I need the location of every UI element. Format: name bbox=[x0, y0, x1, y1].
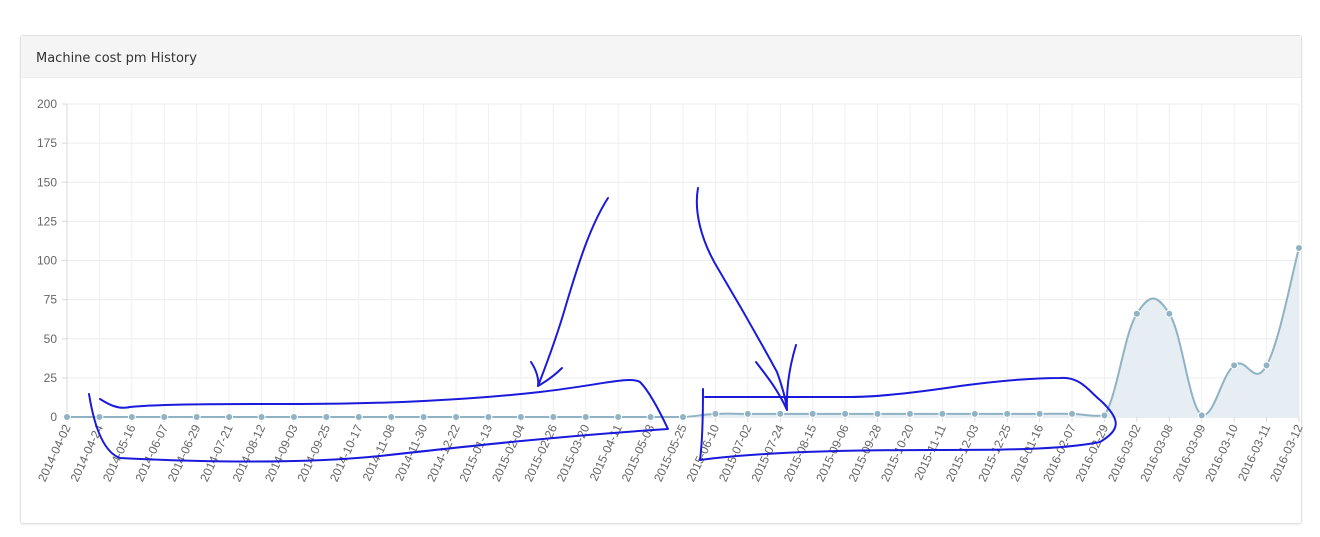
data-point[interactable] bbox=[1262, 361, 1271, 370]
data-point[interactable] bbox=[1165, 309, 1174, 318]
panel-title: Machine cost pm History bbox=[36, 51, 197, 66]
data-point[interactable] bbox=[1230, 361, 1239, 370]
data-point[interactable] bbox=[419, 413, 428, 421]
annotation-bracket-right bbox=[699, 376, 1117, 461]
data-point[interactable] bbox=[938, 409, 947, 418]
data-point[interactable] bbox=[63, 413, 71, 421]
data-point[interactable] bbox=[322, 413, 331, 421]
data-point[interactable] bbox=[1068, 409, 1077, 418]
chart-panel: Machine cost pm History bbox=[20, 35, 1302, 524]
data-point[interactable] bbox=[841, 409, 850, 418]
data-point[interactable] bbox=[1197, 411, 1206, 420]
data-point[interactable] bbox=[354, 413, 363, 421]
data-point[interactable] bbox=[257, 413, 266, 421]
chart-grid bbox=[62, 103, 1300, 422]
data-point[interactable] bbox=[127, 413, 136, 421]
y-tick-label: 0 bbox=[50, 410, 57, 424]
data-point[interactable] bbox=[95, 413, 104, 421]
annotation-arrow-right bbox=[695, 187, 797, 411]
data-point[interactable] bbox=[776, 409, 785, 418]
panel-header: Machine cost pm History bbox=[21, 36, 1301, 78]
data-point[interactable] bbox=[581, 413, 590, 421]
x-tick-label: 2016-03-12 bbox=[1267, 422, 1306, 484]
data-point[interactable] bbox=[387, 413, 396, 421]
data-point[interactable] bbox=[452, 413, 461, 421]
y-axis: 0 25 50 75 100 125 150 175 200 bbox=[37, 97, 57, 424]
annotation-bracket-left bbox=[88, 379, 669, 463]
y-tick-label: 75 bbox=[44, 293, 58, 307]
data-point[interactable] bbox=[743, 409, 752, 418]
data-point[interactable] bbox=[1132, 309, 1141, 318]
data-point[interactable] bbox=[192, 413, 201, 421]
y-tick-label: 175 bbox=[37, 136, 57, 150]
data-point[interactable] bbox=[905, 409, 914, 418]
data-point[interactable] bbox=[711, 409, 720, 418]
data-point[interactable] bbox=[289, 413, 298, 421]
data-point[interactable] bbox=[1035, 409, 1044, 418]
data-point[interactable] bbox=[1295, 243, 1303, 252]
y-tick-label: 50 bbox=[44, 332, 58, 346]
data-point[interactable] bbox=[646, 413, 655, 421]
data-point[interactable] bbox=[1003, 409, 1012, 418]
series-points bbox=[63, 243, 1303, 421]
data-point[interactable] bbox=[614, 413, 623, 421]
x-tick-label: 2015-11-11 bbox=[911, 422, 949, 482]
x-axis: 2014-04-022014-04-242014-05-162014-06-07… bbox=[35, 422, 1306, 484]
data-point[interactable] bbox=[549, 413, 558, 421]
x-tick-label: 2016-03-11 bbox=[1235, 422, 1273, 483]
x-tick-label: 2014-11-08 bbox=[360, 422, 398, 483]
data-point[interactable] bbox=[873, 409, 882, 418]
data-point[interactable] bbox=[160, 413, 169, 421]
annotation-arrow-left bbox=[530, 197, 609, 387]
y-tick-label: 150 bbox=[37, 175, 57, 189]
x-tick-label: 2015-04-11 bbox=[587, 422, 625, 483]
hand-drawn-annotations bbox=[88, 187, 1117, 463]
series-area bbox=[67, 247, 1299, 417]
y-tick-label: 100 bbox=[37, 254, 57, 268]
data-point[interactable] bbox=[225, 413, 234, 421]
y-tick-label: 25 bbox=[44, 371, 58, 385]
data-point[interactable] bbox=[808, 409, 817, 418]
y-tick-label: 125 bbox=[37, 214, 57, 228]
data-point[interactable] bbox=[679, 413, 687, 421]
data-point[interactable] bbox=[484, 413, 493, 421]
data-point[interactable] bbox=[1100, 411, 1109, 420]
data-point[interactable] bbox=[516, 413, 525, 421]
y-tick-label: 200 bbox=[37, 97, 57, 111]
data-point[interactable] bbox=[970, 409, 979, 418]
